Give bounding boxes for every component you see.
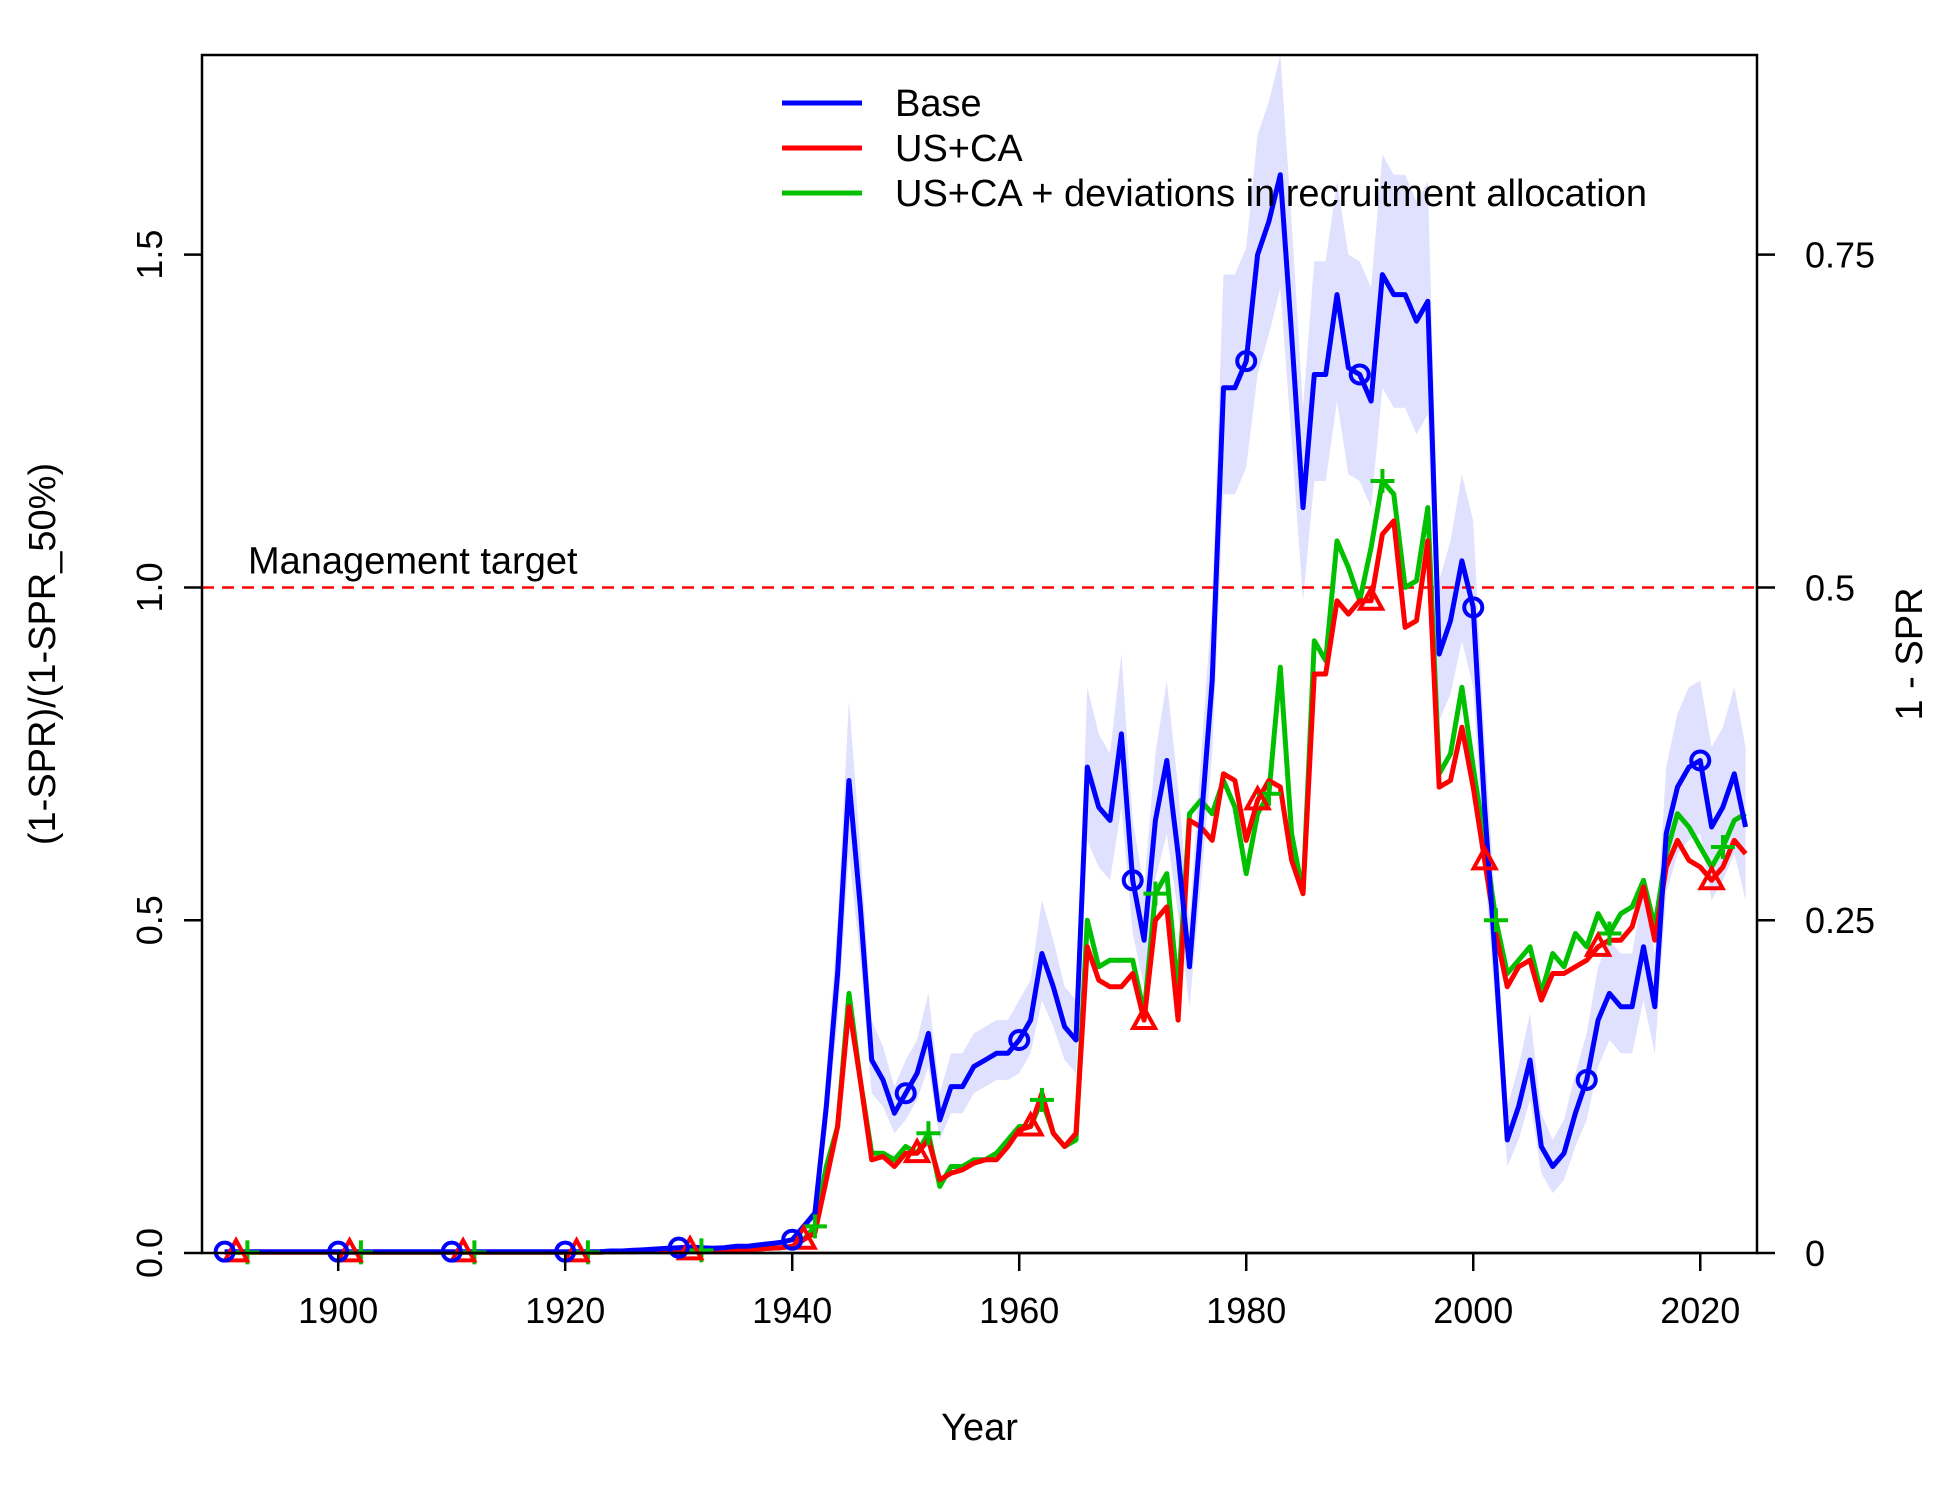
x-tick-label-5: 2000 <box>1433 1290 1513 1331</box>
marker-base-1930 <box>667 1236 690 1259</box>
marker-dev-1952 <box>916 1121 941 1146</box>
marker-usca-1931 <box>675 1234 705 1261</box>
marker-usca-1971 <box>1129 1003 1159 1031</box>
marker-base-1910 <box>440 1240 463 1263</box>
x-tick-label-0: 1900 <box>298 1290 378 1331</box>
legend-label-2: US+CA + deviations in recruitment alloca… <box>895 173 1647 215</box>
axes: 1900 1920 1940 1960 1980 2000 2020 0.0 0.5 1.0 1.5… <box>22 53 1931 1449</box>
base-confidence-band <box>792 55 1746 1241</box>
series-markers <box>213 350 1735 1265</box>
x-tick-label-1: 1920 <box>525 1290 605 1331</box>
marker-base-1980 <box>1235 350 1258 373</box>
marker-usca-1991 <box>1356 584 1386 611</box>
x-tick-label-2: 1940 <box>752 1290 832 1331</box>
x-tick-label-4: 1980 <box>1206 1290 1286 1331</box>
marker-dev-2012 <box>1597 921 1622 946</box>
marker-base-1960 <box>1008 1029 1031 1052</box>
y2-tick-label-0: 0 <box>1805 1233 1825 1274</box>
x-tick-label-3: 1960 <box>979 1290 1059 1331</box>
marker-base-1940 <box>781 1228 804 1251</box>
marker-base-2020 <box>1689 749 1712 772</box>
x-axis-title: Year <box>941 1407 1018 1449</box>
y-tick-label-0: 0.0 <box>129 1228 170 1278</box>
legend-label-1: US+CA <box>895 128 1023 170</box>
marker-base-1890 <box>213 1240 236 1263</box>
marker-dev-2022 <box>1710 835 1735 860</box>
marker-base-2010 <box>1575 1068 1598 1091</box>
marker-usca-1941 <box>789 1223 818 1250</box>
marker-base-2000 <box>1462 596 1485 619</box>
y-tick-label-1: 0.5 <box>129 895 170 945</box>
marker-base-1990 <box>1348 363 1371 386</box>
marker-dev-1972 <box>1143 881 1168 906</box>
marker-usca-2001 <box>1470 844 1499 871</box>
base-uncertainty-band <box>792 55 1746 1241</box>
marker-usca-2021 <box>1697 864 1726 891</box>
y2-tick-label-3: 0.75 <box>1805 235 1875 276</box>
marker-usca-2011 <box>1583 930 1613 957</box>
y2-tick-label-1: 0.25 <box>1805 900 1875 941</box>
marker-usca-1981 <box>1243 784 1272 811</box>
marker-usca-1921 <box>562 1236 591 1263</box>
marker-base-1970 <box>1121 869 1144 892</box>
marker-usca-1961 <box>1016 1110 1045 1137</box>
series-line-1 <box>224 518 1748 1255</box>
y2-axis-title: 1 - SPR <box>1889 587 1931 720</box>
y2-tick-label-2: 0.5 <box>1805 567 1855 608</box>
marker-usca-1911 <box>448 1236 478 1263</box>
management-target-label: Management target <box>248 540 578 582</box>
marker-dev-1992 <box>1370 468 1395 493</box>
x-tick-label-6: 2020 <box>1660 1290 1740 1331</box>
series-lines: Management target <box>202 172 1757 1255</box>
legend-label-0: Base <box>895 83 982 125</box>
marker-base-1950 <box>894 1082 917 1105</box>
marker-usca-1891 <box>221 1236 251 1263</box>
y-tick-label-2: 1.0 <box>129 562 170 612</box>
marker-dev-2002 <box>1483 908 1508 933</box>
marker-usca-1901 <box>335 1236 364 1263</box>
marker-dev-1942 <box>802 1214 827 1239</box>
marker-dev-1962 <box>1029 1087 1054 1112</box>
marker-usca-1951 <box>902 1137 932 1164</box>
y-axis-title: (1-SPR)/(1-SPR_50%) <box>22 463 64 845</box>
y-tick-label-3: 1.5 <box>129 230 170 280</box>
